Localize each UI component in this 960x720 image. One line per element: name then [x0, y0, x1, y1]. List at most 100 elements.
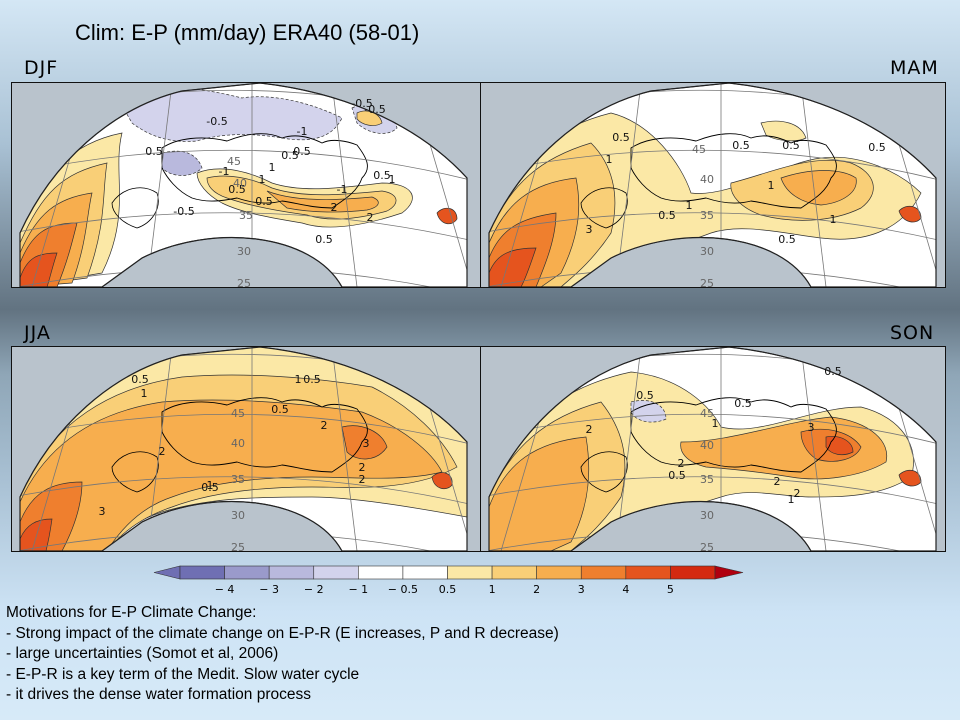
latitude-tick-label: 25 — [237, 277, 251, 287]
contour-label: 0.5 — [373, 169, 391, 182]
contour-label: 0.5 — [228, 183, 246, 196]
coastline — [111, 451, 159, 493]
contour-label: 2 — [359, 461, 366, 474]
coastline — [161, 397, 368, 473]
contour-band — [489, 436, 590, 551]
latitude-tick-label: 35 — [700, 209, 714, 222]
coastline — [580, 451, 628, 493]
contour-label: 1 — [207, 479, 214, 492]
contour-label: 0.5 — [293, 145, 311, 158]
contour-label: 2 — [331, 201, 338, 214]
latitude-tick-label: 35 — [239, 209, 253, 222]
colorbar-swatch — [625, 565, 671, 580]
contour-band — [20, 518, 53, 551]
colorbar-tick-label: 5 — [667, 583, 674, 596]
latitude-tick-label: 30 — [700, 509, 714, 522]
colorbar: − 4 − 3 − 2 − 1 − 0.5 0.5 1 2 3 4 5 — [150, 563, 750, 599]
latitude-tick-label: 45 — [227, 155, 241, 168]
contour-label: 0.5 — [778, 233, 796, 246]
contour-band — [341, 425, 388, 460]
map-panel-mam: 0.5 1 45 0.5 0.5 0.5 40 1 1 35 0.5 3 1 0.5 30 25 — [480, 82, 946, 288]
notes-item: - E-P-R is a key term of the Medit. Slow… — [6, 665, 360, 683]
colorbar-svg: − 4 − 3 − 2 − 1 − 0.5 0.5 1 2 3 4 5 — [153, 565, 744, 596]
contour-band — [20, 399, 443, 551]
season-label-jja: JJA — [24, 322, 51, 344]
map-panel-son: 0.5 0.5 2 45 0.5 1 3 2 40 2 0.5 35 2 1 30 25 — [480, 346, 946, 552]
map-mam: 0.5 1 45 0.5 0.5 0.5 40 1 1 35 0.5 3 1 0.5 30 25 — [488, 83, 937, 287]
colorbar-swatch — [536, 565, 582, 580]
contour-label: -0.5 — [364, 103, 385, 116]
contour-label: 3 — [363, 437, 370, 450]
latitude-tick-label: 35 — [700, 473, 714, 486]
contour-label: 0.5 — [281, 149, 299, 162]
contour-label: 2 — [359, 473, 366, 486]
contour-band — [431, 472, 453, 490]
colorbar-swatch — [447, 565, 493, 580]
contour-label: -1 — [297, 125, 308, 138]
colorbar-tick-label: − 2 — [304, 583, 324, 596]
contour-label: 1 — [389, 173, 396, 186]
colorbar-tick-label: 2 — [533, 583, 540, 596]
latitude-tick-label: 35 — [231, 473, 245, 486]
contour-label: 1 — [712, 417, 719, 430]
contour-label: 2 — [678, 457, 685, 470]
contour-label: 0.5 — [145, 145, 163, 158]
contour-label: 0.5 — [315, 233, 333, 246]
contour-fill-group — [489, 347, 936, 551]
contour-label: 2 — [321, 419, 328, 432]
notes-item: - Strong impact of the climate change on… — [6, 624, 559, 642]
contour-label: 0.5 — [732, 139, 750, 152]
contour-band — [356, 110, 383, 126]
contour-label: 1 — [141, 387, 148, 400]
colorbar-swatch — [491, 565, 537, 580]
contour-label: -0.5 — [173, 205, 194, 218]
contour-band — [20, 252, 58, 287]
latitude-tick-label: 40 — [700, 173, 714, 186]
notes-heading: Motivations for E-P Climate Change: — [6, 604, 257, 621]
colorbar-tick-label: − 1 — [348, 583, 368, 596]
map-djf: -0.5-1-0.50.5-0.5-10.545 0.5-110.51400.5-… — [19, 83, 468, 287]
contour-label: 0.5 — [734, 397, 752, 410]
contour-label: 1 — [269, 161, 276, 174]
colorbar-end-arrow — [153, 565, 181, 580]
contour-band — [489, 247, 537, 287]
latitude-tick-label: 30 — [231, 509, 245, 522]
map-panel-djf: -0.5 -1 -0.5 0.5 -0.5 -1 0.5 45 0.5 -1 1 0.5 1 40 0.5-… — [11, 82, 482, 288]
colorbar-swatch — [358, 565, 404, 580]
colorbar-swatch — [402, 565, 448, 580]
page-title: Clim: E-P (mm/day) ERA40 (58-01) — [75, 20, 420, 45]
contour-label: 2 — [586, 423, 593, 436]
contour-label: 0.5 — [636, 389, 654, 402]
map-panel-jja: 0.5 1 1 0.5 45 0.5 2 40 2 3 0.5 2 35 2 1 3 30 25 — [11, 346, 482, 552]
colorbar-tick-label: 4 — [622, 583, 629, 596]
coastline — [161, 133, 368, 209]
latitude-tick-label: 25 — [231, 541, 245, 551]
contour-label: 0.5 — [255, 195, 273, 208]
contour-band — [630, 400, 667, 423]
latitude-tick-label: 25 — [700, 541, 714, 551]
colorbar-swatch — [179, 565, 225, 580]
contour-label: 1 — [259, 173, 266, 186]
coastline — [111, 187, 159, 229]
contour-label: 0.5 — [131, 373, 149, 386]
contour-label: 2 — [159, 445, 166, 458]
latitude-tick-label: 30 — [700, 245, 714, 258]
colorbar-tick-label: − 4 — [215, 583, 235, 596]
coastline — [630, 397, 837, 473]
contour-band — [760, 120, 807, 142]
map-border — [19, 83, 468, 287]
contour-label: 0.5 — [824, 365, 842, 378]
contour-label: 1 — [788, 493, 795, 506]
contour-label: 2 — [774, 475, 781, 488]
colorbar-swatch — [313, 565, 359, 580]
coastline — [580, 187, 628, 229]
contour-fill-group — [20, 83, 467, 287]
contour-fill-group — [489, 83, 936, 287]
contour-label: 2 — [367, 211, 374, 224]
map-border — [488, 83, 937, 287]
latitude-tick-label: 30 — [237, 245, 251, 258]
contour-label: 3 — [808, 421, 815, 434]
latitude-tick-label: 40 — [700, 439, 714, 452]
